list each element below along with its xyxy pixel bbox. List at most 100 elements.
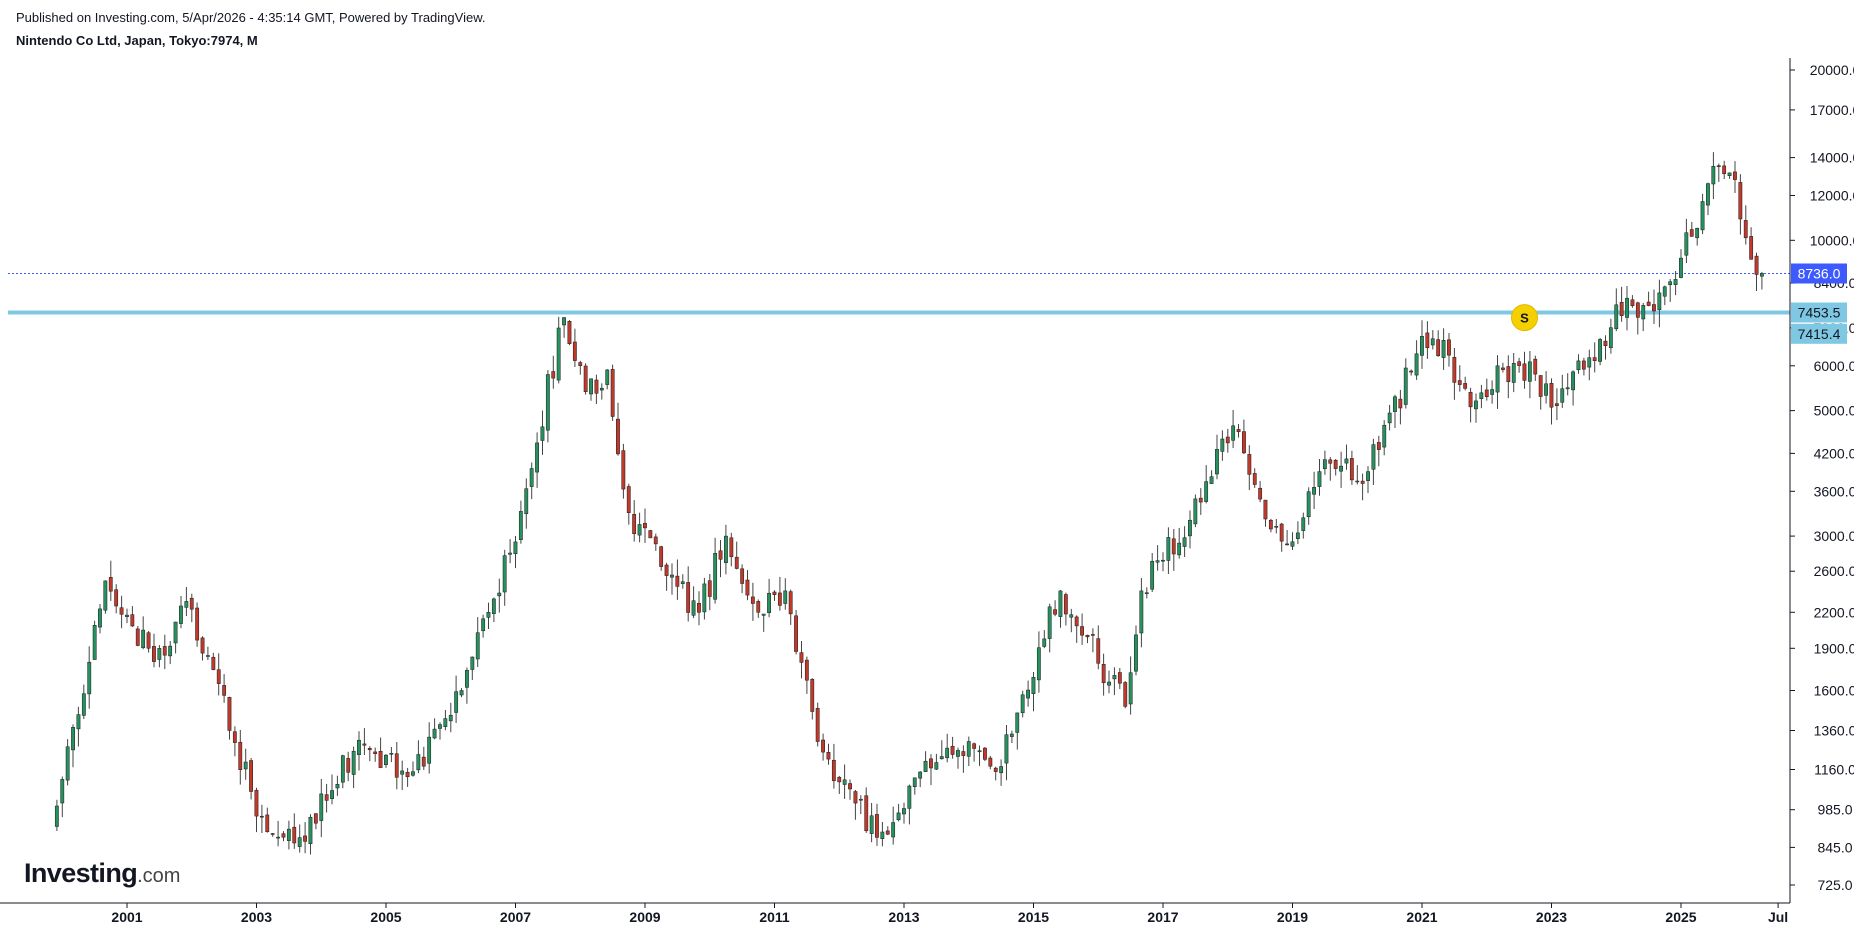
price-tick-label: 5000.0 (1814, 403, 1854, 419)
candle-body (508, 552, 512, 555)
candle-body (335, 784, 340, 789)
candle-body (1490, 389, 1495, 395)
candle-body (1247, 454, 1252, 475)
candle-body (848, 783, 852, 790)
candle-body (1554, 403, 1559, 406)
candle-body (524, 488, 529, 515)
candle-body (162, 646, 167, 656)
candle-body (303, 835, 307, 842)
candle-body (357, 739, 361, 755)
candle-body (1231, 425, 1236, 441)
candle-body (972, 743, 977, 749)
candle-body (891, 822, 896, 838)
candle-body (939, 756, 944, 760)
candle-body (432, 728, 437, 739)
candle-body (1565, 387, 1570, 390)
candle-body (1150, 560, 1155, 590)
candle-body (1441, 340, 1446, 358)
candle-body (1517, 361, 1522, 366)
candle-body (1177, 542, 1182, 556)
level-upper-badge (1791, 302, 1847, 323)
candle-body (1409, 370, 1414, 373)
candle-body (1026, 689, 1030, 699)
candle-body (1479, 392, 1484, 399)
candle-body (864, 795, 869, 832)
candle-body (680, 581, 685, 584)
candle-body (945, 747, 950, 759)
time-tick-label: 2003 (241, 909, 272, 925)
candle-body (76, 714, 81, 730)
candle-body (1031, 677, 1036, 694)
signal-marker-icon[interactable] (1511, 304, 1538, 332)
candle-body (1268, 519, 1273, 530)
candle-body (1317, 471, 1322, 487)
candle-body (875, 814, 879, 838)
price-badges: 8736.0 7453.5 7415.4 (1791, 263, 1847, 344)
candle-body (168, 645, 173, 657)
candle-body (572, 341, 577, 361)
candle-body (378, 751, 383, 768)
candle-body (1484, 389, 1489, 397)
candle-body (1371, 444, 1376, 470)
candle-body (772, 591, 777, 595)
candle-body (1242, 431, 1246, 454)
candle-body (394, 753, 399, 778)
candle-body (238, 741, 243, 770)
candle-body (216, 669, 221, 684)
candle-body (1376, 442, 1381, 450)
candle-body (729, 537, 734, 558)
candle-body (1349, 458, 1354, 481)
logo-suffix: .com (137, 865, 181, 887)
candle-body (1080, 626, 1084, 636)
candle-body (1652, 304, 1656, 312)
candle-body (81, 693, 86, 716)
candle-body (686, 582, 691, 613)
candle-body (1063, 594, 1068, 615)
candle-body (481, 618, 486, 632)
candle-body (740, 568, 745, 584)
candle-body (491, 598, 496, 614)
candle-body (1662, 286, 1667, 297)
candle-body (1074, 616, 1079, 627)
candle-body (1042, 638, 1047, 647)
candle-body (389, 753, 394, 755)
candle-body (1571, 371, 1575, 391)
candle-body (1328, 459, 1333, 464)
candle-body (1603, 340, 1608, 346)
candle-body (842, 779, 847, 785)
candle-body (1549, 383, 1554, 408)
candle-body (1673, 279, 1678, 285)
candle-body (1279, 523, 1284, 542)
candle-body (1144, 592, 1149, 594)
candle-body (346, 758, 351, 773)
candle-body (103, 580, 108, 611)
candle-body (1209, 476, 1214, 484)
candle-body (1587, 357, 1592, 368)
candle-body (98, 608, 102, 628)
candle-body (497, 592, 502, 597)
candle-body (286, 828, 291, 841)
event-markers[interactable]: S (1511, 304, 1538, 332)
candle-body (1641, 305, 1646, 320)
candle-body (810, 679, 815, 712)
candle-body (540, 426, 545, 441)
candle-body (1204, 481, 1209, 502)
candle-body (1139, 590, 1144, 634)
candle-body (664, 564, 669, 576)
published-info: Published on Investing.com, 5/Apr/2026 -… (16, 10, 486, 25)
candle-body (1333, 459, 1338, 469)
candle-body (956, 750, 960, 757)
candle-body (1360, 480, 1365, 484)
price-tick-label: 4200.0 (1814, 445, 1854, 461)
candle-body (1463, 383, 1468, 389)
candle-body (724, 535, 728, 563)
candle-body (1382, 424, 1387, 448)
candle-body (54, 805, 59, 827)
price-tick-label: 985.0 (1817, 802, 1852, 818)
candle-body (885, 830, 890, 835)
last-price-badge (1791, 263, 1847, 284)
candle-body (195, 607, 200, 641)
candle-body (632, 514, 637, 534)
candle-body (988, 757, 993, 767)
